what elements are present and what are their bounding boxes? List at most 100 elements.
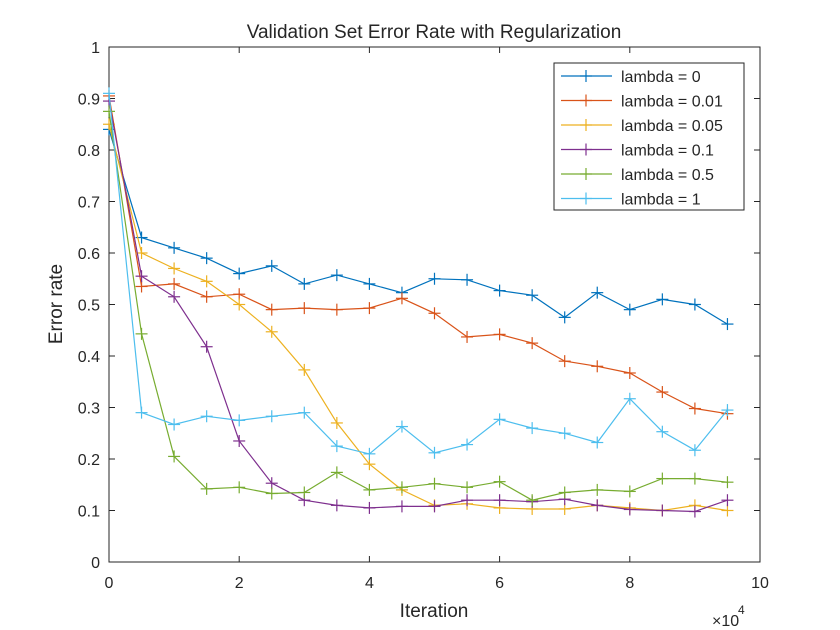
data-point-marker: [363, 302, 376, 315]
axis-ticks: [108, 46, 761, 563]
data-point-marker: [395, 481, 408, 494]
data-point-marker: [558, 486, 571, 499]
legend-label: lambda = 0.05: [621, 118, 723, 135]
data-point-marker: [688, 505, 701, 518]
data-point-marker: [265, 487, 278, 500]
y-tick-label: 0.7: [78, 195, 100, 212]
data-point-marker: [623, 392, 636, 405]
data-point-marker: [103, 87, 115, 100]
data-point-marker: [591, 483, 604, 496]
data-point-marker: [721, 476, 734, 489]
data-point-marker: [688, 444, 701, 457]
data-point-marker: [103, 105, 115, 118]
legend-item: lambda = 0.1: [561, 143, 714, 160]
data-point-marker: [298, 302, 311, 315]
data-point-marker: [200, 275, 213, 288]
data-point-marker: [461, 273, 474, 286]
data-point-marker: [428, 272, 441, 285]
data-point-marker: [200, 410, 213, 423]
data-point-marker: [558, 427, 571, 440]
legend-item: lambda = 1: [561, 192, 701, 209]
data-point-marker: [461, 494, 474, 507]
data-point-marker: [526, 494, 539, 507]
data-point-marker: [135, 270, 148, 283]
data-point-marker: [200, 290, 213, 303]
data-point-marker: [168, 262, 181, 275]
data-point-marker: [168, 241, 181, 254]
legend: lambda = 0 lambda = 0.01 lambda = 0.05 lamb…: [553, 62, 745, 211]
data-point-marker: [265, 410, 278, 423]
x-axis-label: Iteration: [400, 601, 469, 622]
data-point-marker: [493, 475, 506, 488]
data-point-marker: [330, 269, 343, 282]
y-tick-labels: 0 0.1 0.2 0.3 0.4 0.5 0.6 0.7 0.8 0.9 1: [78, 40, 100, 572]
legend-label: lambda = 0.01: [621, 94, 723, 111]
series-layer: [103, 87, 734, 518]
data-point-marker: [330, 416, 343, 429]
legend-item: lambda = 0.01: [561, 94, 723, 111]
data-point-marker: [526, 422, 539, 435]
x-exponent-power: 4: [738, 603, 745, 617]
data-point-marker: [265, 477, 278, 490]
x-exponent-base: ×10: [712, 613, 739, 630]
data-point-marker: [395, 420, 408, 433]
x-tick-label: 6: [495, 575, 504, 592]
data-point-marker: [493, 413, 506, 426]
data-point-marker: [688, 402, 701, 415]
series-line: [108, 129, 728, 325]
data-point-marker: [233, 434, 246, 447]
data-point-marker: [656, 425, 669, 438]
data-point-marker: [493, 284, 506, 297]
data-point-marker: [395, 292, 408, 305]
data-point-marker: [298, 363, 311, 376]
data-point-marker: [200, 252, 213, 265]
legend-item: lambda = 0.5: [561, 167, 714, 184]
data-point-marker: [135, 280, 148, 293]
data-point-marker: [135, 327, 148, 340]
y-tick-label: 0.1: [78, 504, 100, 521]
data-point-marker: [200, 482, 213, 495]
data-point-marker: [233, 298, 246, 311]
legend-label: lambda = 0: [621, 69, 701, 86]
data-point-marker: [395, 500, 408, 513]
chart-title: Validation Set Error Rate with Regulariz…: [247, 22, 622, 43]
data-point-marker: [233, 267, 246, 280]
data-point-marker: [330, 440, 343, 453]
x-tick-labels: 0 2 4 6 8 10: [105, 575, 769, 592]
data-point-marker: [363, 447, 376, 460]
data-point-marker: [428, 500, 441, 513]
data-point-marker: [623, 485, 636, 498]
data-point-marker: [591, 286, 604, 299]
x-tick-label: 2: [235, 575, 244, 592]
series-3: [103, 95, 734, 518]
data-point-marker: [591, 499, 604, 512]
data-point-marker: [298, 486, 311, 499]
data-point-marker: [558, 355, 571, 368]
x-tick-label: 8: [625, 575, 634, 592]
data-point-marker: [461, 438, 474, 451]
data-point-marker: [168, 290, 181, 303]
y-tick-label: 1: [91, 40, 100, 57]
x-tick-label: 4: [365, 575, 374, 592]
x-exponent-label: ×10 4: [712, 603, 745, 630]
data-point-marker: [721, 318, 734, 331]
data-point-marker: [298, 406, 311, 419]
data-point-marker: [461, 330, 474, 343]
data-point-marker: [200, 340, 213, 353]
series-0: [103, 123, 734, 331]
data-point-marker: [363, 483, 376, 496]
legend-box: [553, 62, 745, 211]
data-point-marker: [298, 277, 311, 290]
y-axis-label: Error rate: [46, 264, 67, 344]
data-point-marker: [363, 501, 376, 514]
data-point-marker: [428, 477, 441, 490]
data-point-marker: [721, 504, 734, 517]
data-point-marker: [363, 458, 376, 471]
legend-label: lambda = 0.5: [621, 167, 714, 184]
data-point-marker: [493, 494, 506, 507]
x-tick-label: 0: [105, 575, 114, 592]
y-tick-label: 0.4: [78, 349, 100, 366]
data-point-marker: [656, 504, 669, 517]
data-point-marker: [330, 466, 343, 479]
